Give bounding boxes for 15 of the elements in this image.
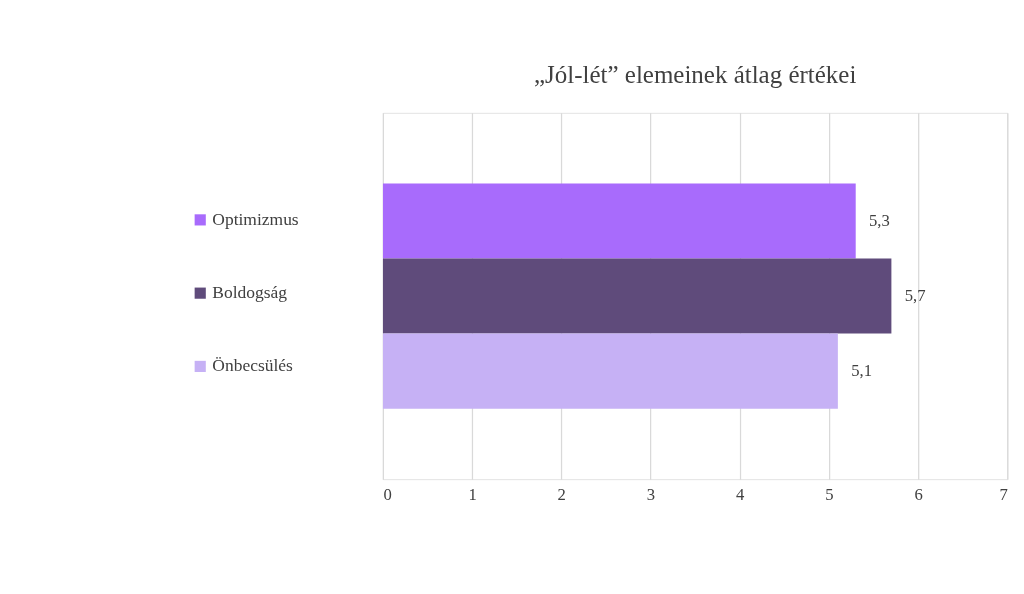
legend-label: Optimizmus	[212, 208, 299, 229]
x-tick-label: 6	[914, 484, 923, 504]
x-tick-label: 5	[825, 484, 834, 504]
x-tick-label: 4	[736, 484, 746, 504]
x-tick-label: 2	[557, 484, 566, 504]
data-label: 5,1	[851, 361, 873, 381]
legend-label: Önbecsülés	[212, 355, 294, 376]
chart-title: „Jól-lét” elemeinek átlag értékei	[533, 60, 857, 88]
x-tick-label: 0	[383, 484, 392, 504]
data-label: 5,7	[904, 286, 926, 306]
legend-label: Boldogság	[212, 282, 288, 303]
x-tick-label: 3	[646, 484, 656, 504]
x-tick-label: 1	[468, 484, 477, 504]
x-tick-label: 7	[999, 484, 1008, 504]
data-label: 5,3	[869, 211, 890, 230]
